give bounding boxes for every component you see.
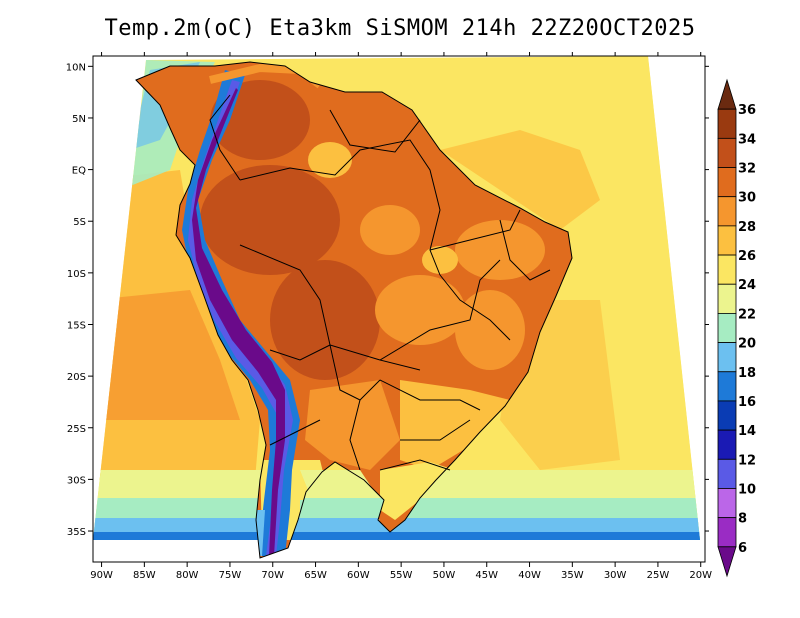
y-axis-ticks: 10N 5N EQ 5S 10S 15S 20S 25S 30S 35S <box>66 62 709 538</box>
y-tick-label: 35S <box>67 527 86 538</box>
y-tick-label: 5S <box>73 217 86 228</box>
x-tick-label: 65W <box>304 570 327 581</box>
colorbar-label: 6 <box>738 541 747 556</box>
colorbar-swatch <box>717 196 737 227</box>
x-tick-label: 50W <box>433 570 456 581</box>
colorbar-label: 32 <box>738 162 756 177</box>
colorbar-swatch <box>717 167 737 198</box>
colorbar-swatch <box>717 546 737 578</box>
x-tick-label: 80W <box>176 570 199 581</box>
colorbar: 6 8 10 12 14 16 18 20 22 24 26 28 30 32 34 36 <box>717 78 756 578</box>
x-tick-label: 60W <box>347 570 370 581</box>
x-tick-label: 70W <box>261 570 284 581</box>
colorbar-label: 26 <box>738 249 756 264</box>
colorbar-swatch <box>717 342 737 373</box>
colorbar-label: 34 <box>738 132 756 147</box>
colorbar-swatch <box>717 458 737 489</box>
colorbar-label: 28 <box>738 220 756 235</box>
y-tick-label: 15S <box>67 320 86 331</box>
map-title: Temp.2m(oC) Eta3km SiSMOM 214h 22Z20OCT2… <box>104 16 696 41</box>
y-tick-label: 30S <box>67 475 86 486</box>
colorbar-label: 8 <box>738 512 747 527</box>
y-tick-label: EQ <box>72 166 86 177</box>
colorbar-swatch <box>717 108 737 139</box>
colorbar-swatch <box>717 371 737 402</box>
y-tick-label: 10N <box>66 62 86 73</box>
colorbar-swatch <box>717 137 737 168</box>
colorbar-label: 14 <box>738 424 756 439</box>
y-tick-label: 20S <box>67 372 86 383</box>
x-tick-label: 30W <box>604 570 627 581</box>
x-tick-label: 20W <box>689 570 712 581</box>
colorbar-swatch <box>717 488 737 519</box>
colorbar-swatch <box>717 429 737 460</box>
x-tick-label: 90W <box>90 570 113 581</box>
colorbar-label: 16 <box>738 395 756 410</box>
country-borders <box>135 61 573 559</box>
x-tick-label: 75W <box>219 570 242 581</box>
colorbar-label: 18 <box>738 366 756 381</box>
colorbar-swatch <box>717 225 737 256</box>
x-tick-label: 35W <box>561 570 584 581</box>
x-tick-label: 45W <box>475 570 498 581</box>
x-tick-label: 85W <box>133 570 156 581</box>
colorbar-swatch <box>717 400 737 431</box>
colorbar-label: 20 <box>738 337 756 352</box>
colorbar-label: 10 <box>738 482 756 497</box>
y-tick-label: 5N <box>72 114 86 125</box>
axes-frame <box>92 55 706 563</box>
colorbar-swatch <box>717 313 737 343</box>
colorbar-label: 22 <box>738 307 756 322</box>
colorbar-label: 24 <box>738 278 756 293</box>
colorbar-swatch <box>717 517 737 548</box>
x-tick-label: 25W <box>647 570 670 581</box>
colorbar-swatch <box>717 254 737 285</box>
colorbar-swatch <box>717 283 737 314</box>
x-axis-ticks: 90W 85W 80W 75W 70W 65W 60W 55W 50W 45W 40W 35W 30W 2… <box>90 52 712 581</box>
colorbar-swatch <box>717 78 737 110</box>
x-tick-label: 55W <box>390 570 413 581</box>
y-tick-label: 25S <box>67 424 86 435</box>
y-tick-label: 10S <box>67 269 86 280</box>
x-tick-label: 40W <box>518 570 541 581</box>
colorbar-label: 12 <box>738 453 756 468</box>
colorbar-label: 30 <box>738 191 756 206</box>
colorbar-label: 36 <box>738 103 756 118</box>
